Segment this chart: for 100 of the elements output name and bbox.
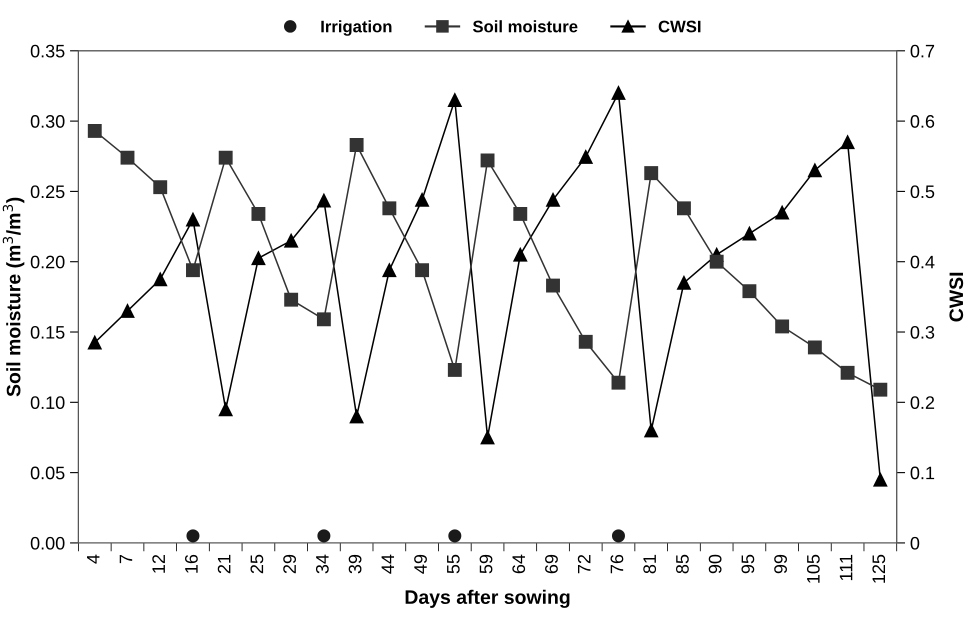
- y2-tick-label: 0.2: [910, 396, 934, 410]
- x-tick-label: 85: [676, 554, 689, 574]
- y2-tick-label: 0.6: [910, 115, 934, 128]
- point: [480, 154, 494, 168]
- point: [873, 382, 888, 397]
- y-tick-label: 0.25: [30, 185, 64, 198]
- point: [120, 150, 134, 165]
- point: [415, 263, 430, 278]
- point: [120, 304, 134, 318]
- x-tick-label: 64: [512, 554, 526, 574]
- x-tick-label: 81: [643, 554, 656, 574]
- y-tick-label: 0.10: [30, 396, 65, 410]
- point: [676, 201, 691, 216]
- y-tick-label: 0.30: [30, 115, 65, 128]
- point: [382, 201, 396, 216]
- x-tick-label: 99: [774, 554, 787, 574]
- point: [153, 180, 168, 194]
- point: [676, 276, 691, 290]
- point: [316, 312, 331, 326]
- point: [808, 340, 822, 354]
- y-tick-label: 0.35: [30, 44, 64, 58]
- x-tick-label: 44: [382, 554, 394, 574]
- x-tick-label: 76: [610, 554, 624, 574]
- x-axis-title: Days after sowing: [406, 590, 570, 608]
- point: [612, 529, 625, 542]
- y2-tick-label: 0.5: [910, 185, 934, 198]
- x-tick-label: 95: [741, 554, 754, 574]
- point: [578, 150, 593, 164]
- point: [644, 423, 658, 438]
- point: [317, 529, 330, 542]
- point: [448, 363, 462, 377]
- point: [840, 135, 855, 150]
- point: [251, 251, 266, 266]
- point: [350, 138, 364, 152]
- x-tick-label: 34: [316, 554, 329, 574]
- y2-axis-title: CWSI: [949, 272, 964, 322]
- point: [415, 192, 430, 207]
- point: [218, 402, 233, 416]
- point: [218, 150, 233, 165]
- y-tick-label: 0.05: [30, 466, 64, 480]
- point: [546, 278, 560, 293]
- legend-label: Soil moisture: [472, 20, 578, 32]
- point: [88, 124, 102, 138]
- x-tick-label: 125: [872, 554, 886, 583]
- point: [186, 212, 200, 226]
- point: [186, 263, 200, 278]
- x-tick-label: 7: [120, 554, 132, 564]
- point: [840, 366, 855, 380]
- point: [186, 529, 200, 542]
- x-tick-label: 4: [87, 554, 100, 564]
- y2-tick-label: 0: [910, 536, 920, 550]
- point: [612, 376, 626, 390]
- point: [316, 194, 331, 208]
- point: [88, 336, 102, 350]
- point: [742, 226, 756, 241]
- point: [775, 319, 790, 334]
- point: [808, 163, 822, 178]
- point: [284, 234, 298, 248]
- y-tick-label: 0.20: [30, 256, 65, 268]
- y-tick-label: 0.15: [30, 326, 64, 339]
- x-tick-label: 69: [545, 554, 558, 574]
- point: [513, 248, 528, 262]
- x-tick-label: 12: [152, 554, 165, 573]
- x-tick-label: 105: [806, 554, 820, 583]
- point: [382, 263, 396, 278]
- y2-tick-label: 0.4: [910, 256, 934, 268]
- point: [644, 166, 658, 180]
- x-tick-label: 39: [348, 554, 362, 574]
- legend-label: Irrigation: [321, 20, 392, 36]
- x-tick-label: 111: [840, 554, 852, 580]
- y-axis-title: Soil moisture (m$^{3}$/m$^{3}$): [2, 198, 24, 396]
- point: [742, 284, 756, 298]
- x-tick-label: 59: [480, 554, 492, 574]
- x-tick-label: 25: [250, 554, 264, 574]
- legend-label: CWSI: [658, 20, 700, 32]
- y2-tick-label: 0.3: [910, 326, 934, 339]
- point: [480, 430, 494, 444]
- x-tick-label: 29: [283, 554, 296, 574]
- point: [284, 292, 298, 307]
- x-tick-label: 55: [447, 554, 460, 574]
- point: [251, 206, 266, 221]
- point: [873, 472, 888, 487]
- point: [546, 192, 560, 207]
- point: [350, 409, 364, 424]
- x-tick-label: 49: [414, 554, 427, 574]
- point: [153, 272, 168, 286]
- y2-tick-label: 0.1: [910, 466, 934, 480]
- point: [448, 529, 462, 542]
- point: [612, 86, 626, 100]
- x-tick-label: 72: [578, 554, 590, 574]
- point: [513, 206, 528, 221]
- x-tick-label: 21: [218, 554, 230, 574]
- point: [775, 206, 790, 220]
- x-tick-label: 16: [185, 554, 198, 573]
- point: [448, 93, 462, 107]
- x-tick-label: 90: [708, 554, 722, 574]
- y2-tick-label: 0.7: [910, 44, 934, 58]
- point: [578, 334, 593, 349]
- y-tick-label: 0.00: [30, 536, 65, 550]
- point: [710, 254, 724, 269]
